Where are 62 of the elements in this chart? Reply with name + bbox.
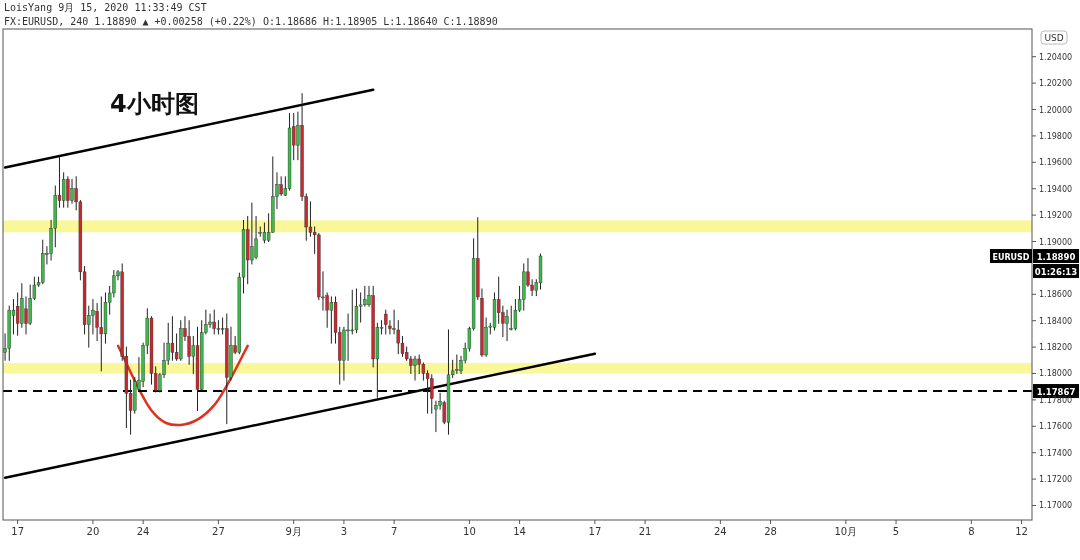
x-tick-label: 27 xyxy=(212,526,225,537)
candlestick xyxy=(70,178,74,204)
x-tick-label: 5 xyxy=(892,526,900,537)
candlestick xyxy=(346,313,350,361)
y-tick-label: 1.19400 xyxy=(1039,184,1073,194)
y-tick-label: 1.18000 xyxy=(1039,369,1073,379)
x-tick-label: 8 xyxy=(968,526,975,537)
candlestick xyxy=(262,222,267,244)
y-tick-label: 1.20400 xyxy=(1039,52,1073,62)
candlestick xyxy=(455,354,459,374)
x-tick-label: 10月 xyxy=(834,526,858,537)
candlestick xyxy=(187,320,191,365)
text: 01:26:13 xyxy=(1034,266,1078,277)
candlestick xyxy=(329,296,334,344)
y-tick-label: 1.18600 xyxy=(1039,290,1073,300)
y-tick-label: 1.18400 xyxy=(1039,316,1073,326)
y-tick-label: 1.18200 xyxy=(1039,343,1073,353)
x-tick-label: 24 xyxy=(136,526,150,537)
candlestick xyxy=(413,355,417,381)
x-tick-label: 28 xyxy=(764,526,777,537)
candlestick xyxy=(170,316,175,361)
y-tick-label: 1.17400 xyxy=(1039,448,1073,458)
ref-line-label: 1.17867 xyxy=(1036,386,1076,397)
text: 4小时图 xyxy=(110,90,199,118)
candlestick xyxy=(505,309,509,341)
x-tick-label: 14 xyxy=(513,526,526,537)
y-tick-label: 1.17800 xyxy=(1039,395,1073,405)
x-tick-label: 12 xyxy=(1015,526,1028,537)
y-tick-label: 1.20000 xyxy=(1039,105,1073,115)
candlestick xyxy=(212,309,216,335)
annotation: EURUSD xyxy=(992,252,1030,262)
y-tick-label: 1.19000 xyxy=(1039,237,1073,247)
y-tick-label: 1.17200 xyxy=(1039,475,1073,485)
x-tick-label: 24 xyxy=(714,526,727,537)
candlestick xyxy=(24,296,28,335)
y-tick-label: 1.19200 xyxy=(1039,211,1073,221)
candlestick xyxy=(66,176,70,208)
x-tick-label: 9月 xyxy=(285,526,302,537)
text: USD xyxy=(1044,33,1064,43)
y-tick-label: 1.20200 xyxy=(1039,79,1073,89)
candlestick xyxy=(61,172,66,208)
x-tick-label: 20 xyxy=(86,526,100,537)
y-tick-label: 1.19600 xyxy=(1039,158,1073,168)
candlestick xyxy=(354,288,359,334)
text: LoisYang 9月 15, 2020 11:33:49 CST xyxy=(4,2,207,13)
candlestick xyxy=(95,303,99,341)
candlestick xyxy=(417,354,421,374)
x-tick-label: 17 xyxy=(588,526,602,537)
x-tick-label: 3 xyxy=(340,526,348,537)
x-tick-label: 17 xyxy=(11,526,25,537)
text: FX:EURUSD, 240 1.18890 ▲ +0.00258 (+0.22%) O:1.18686 H:1.18905 L:1.18640 C:1.18890 xyxy=(4,16,498,27)
candlestick xyxy=(279,176,283,196)
candlestick xyxy=(363,285,367,307)
candlestick xyxy=(15,292,20,336)
text: 1.18890 xyxy=(1036,251,1076,262)
y-tick-label: 1.19800 xyxy=(1039,131,1073,141)
x-tick-label: 10 xyxy=(463,526,476,537)
y-tick-label: 1.17600 xyxy=(1039,422,1073,432)
candlestick xyxy=(250,202,254,265)
y-tick-label: 1.17000 xyxy=(1039,501,1073,511)
x-tick-label: 7 xyxy=(390,526,398,537)
x-tick-label: 21 xyxy=(638,526,652,537)
